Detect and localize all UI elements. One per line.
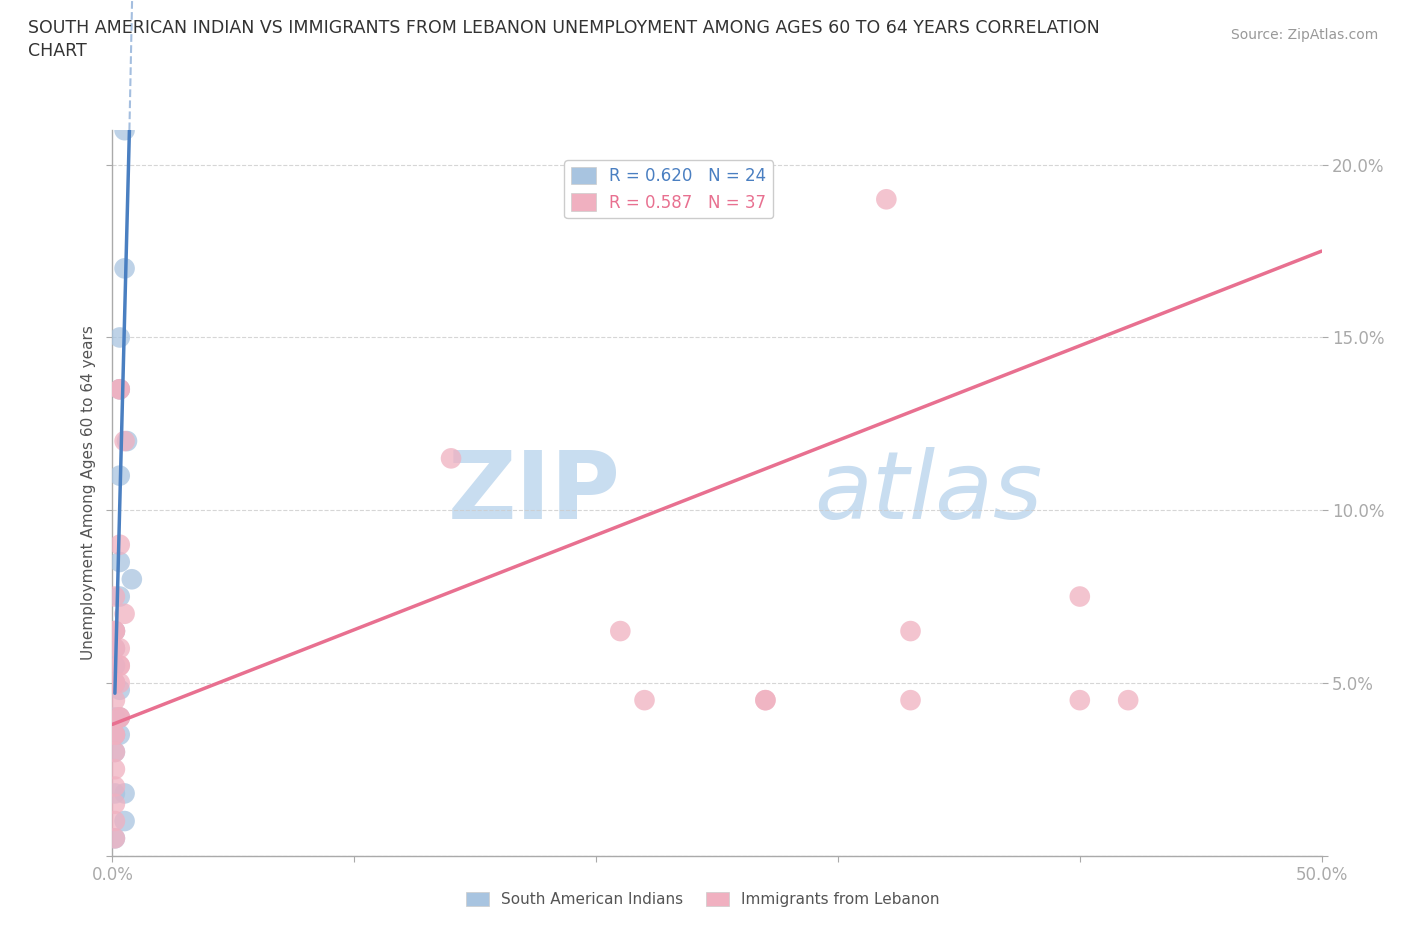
Point (104, 641, 127, 656)
Point (114, 123, 136, 138)
Point (121, 572, 143, 587)
Point (108, 658, 131, 673)
Point (104, 675, 127, 690)
Point (104, 830, 127, 845)
Point (104, 589, 127, 604)
Point (104, 727, 127, 742)
Point (104, 624, 127, 639)
Point (104, 814, 127, 829)
Point (108, 710, 131, 724)
Point (115, 433, 138, 448)
Point (104, 762, 127, 777)
Point (104, 779, 127, 794)
Legend: R = 0.620   N = 24, R = 0.587   N = 37: R = 0.620 N = 24, R = 0.587 N = 37 (564, 160, 773, 219)
Point (114, 261, 136, 276)
Point (108, 658, 131, 673)
Point (104, 658, 127, 673)
Point (104, 745, 127, 760)
Point (104, 658, 127, 673)
Point (1069, 693, 1091, 708)
Point (108, 727, 131, 742)
Point (114, 433, 136, 448)
Text: atlas: atlas (814, 447, 1042, 538)
Point (754, 693, 776, 708)
Point (440, 451, 463, 466)
Point (104, 727, 127, 742)
Point (900, 693, 922, 708)
Point (108, 589, 131, 604)
Point (754, 693, 776, 708)
Point (104, 830, 127, 845)
Point (104, 675, 127, 690)
Point (108, 382, 131, 397)
Point (114, 606, 136, 621)
Point (1116, 693, 1139, 708)
Point (114, 814, 136, 829)
Text: Source: ZipAtlas.com: Source: ZipAtlas.com (1230, 28, 1378, 42)
Point (104, 693, 127, 708)
Point (900, 624, 922, 639)
Point (108, 382, 131, 397)
Point (108, 683, 131, 698)
Point (108, 538, 131, 552)
Text: SOUTH AMERICAN INDIAN VS IMMIGRANTS FROM LEBANON UNEMPLOYMENT AMONG AGES 60 TO 6: SOUTH AMERICAN INDIAN VS IMMIGRANTS FROM… (28, 19, 1099, 60)
Point (633, 693, 655, 708)
Point (104, 624, 127, 639)
Point (875, 192, 897, 206)
Point (104, 641, 127, 656)
Point (108, 641, 131, 656)
Point (108, 554, 131, 569)
Point (104, 710, 127, 724)
Point (108, 710, 131, 724)
Point (114, 786, 136, 801)
Point (108, 468, 131, 483)
Point (104, 624, 127, 639)
Point (104, 675, 127, 690)
Y-axis label: Unemployment Among Ages 60 to 64 years: Unemployment Among Ages 60 to 64 years (80, 326, 96, 660)
Point (104, 745, 127, 760)
Legend: South American Indians, Immigrants from Lebanon: South American Indians, Immigrants from … (460, 885, 946, 913)
Point (104, 796, 127, 811)
Point (108, 675, 131, 690)
Point (609, 624, 631, 639)
Point (104, 786, 127, 801)
Text: ZIP: ZIP (447, 447, 620, 538)
Point (108, 382, 131, 397)
Point (108, 710, 131, 724)
Point (108, 330, 131, 345)
Point (104, 727, 127, 742)
Point (1069, 589, 1091, 604)
